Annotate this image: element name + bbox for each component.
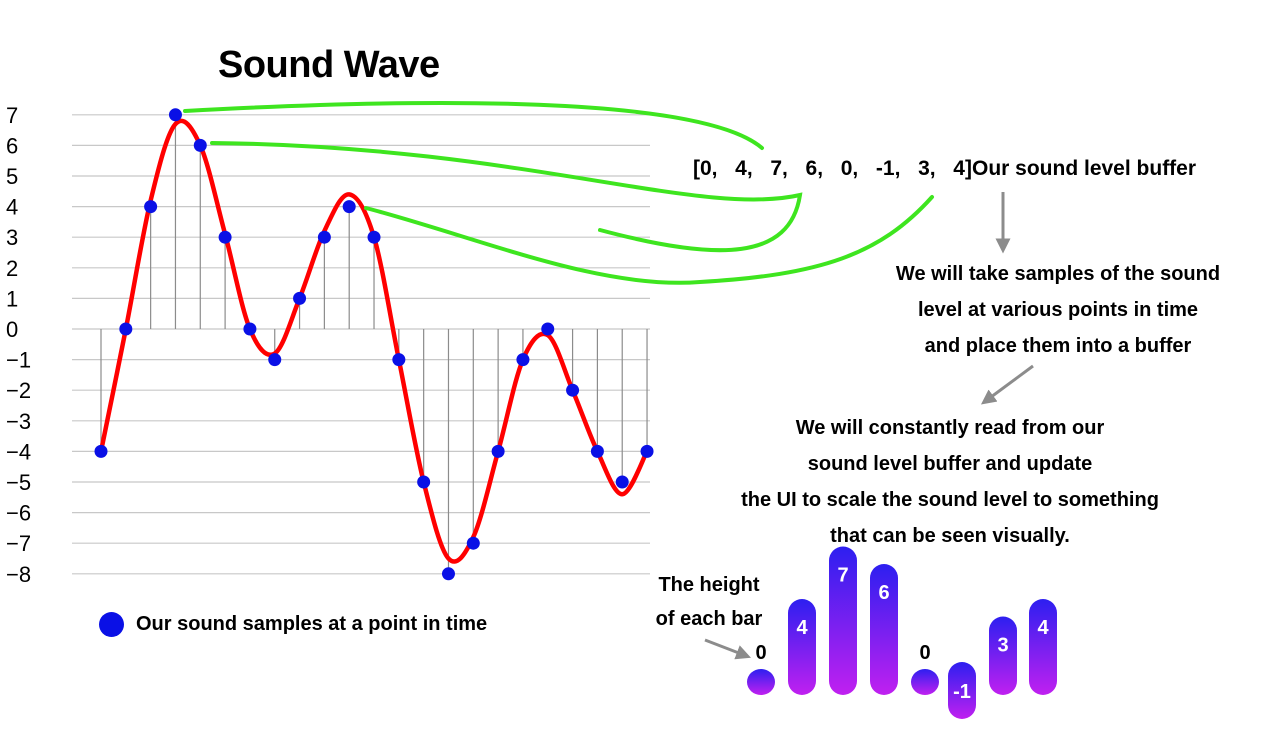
bar-value-label: -1 xyxy=(953,681,971,703)
chart-title: Sound Wave xyxy=(218,44,440,86)
explanation-visualizing: We will constantly read from our sound l… xyxy=(680,410,1220,554)
buffer-array: [0, 4, 7, 6, 0, -1, 3, 4] xyxy=(693,157,972,180)
wave-line xyxy=(98,118,650,564)
sample-points xyxy=(94,108,654,581)
legend-marker xyxy=(99,612,124,637)
sample-point xyxy=(541,322,555,336)
sample-point xyxy=(441,567,455,581)
bar-height-note: The height of each bar xyxy=(634,568,784,636)
bar-value-label: 7 xyxy=(837,565,848,587)
explanation-line: level at various points in time xyxy=(917,299,1199,321)
explanation-line: and place them into a buffer xyxy=(924,335,1192,357)
sample-point xyxy=(193,138,207,152)
note-line: The height xyxy=(658,574,760,596)
note-arrow xyxy=(704,638,752,660)
bar-value-label: 4 xyxy=(796,617,808,639)
explanation-sampling: We will take samples of the sound level … xyxy=(858,256,1258,364)
gridlines xyxy=(72,114,650,575)
sample-point xyxy=(491,444,505,458)
sample-point xyxy=(392,353,406,367)
y-tick-label: −8 xyxy=(6,562,31,587)
sample-point xyxy=(516,353,530,367)
y-tick-label: −5 xyxy=(6,470,31,495)
legend-label: Our sound samples at a point in time xyxy=(136,613,488,635)
y-tick-label: 0 xyxy=(6,317,18,342)
sample-point xyxy=(218,230,232,244)
legend: Our sound samples at a point in time xyxy=(99,612,487,637)
buffer-label: Our sound level buffer xyxy=(972,157,1197,180)
y-tick-label: 2 xyxy=(6,256,18,281)
sample-point xyxy=(615,475,629,489)
explanation-line: We will take samples of the sound xyxy=(895,263,1221,285)
visualizer-bar xyxy=(870,564,898,695)
explanation-line: We will constantly read from our xyxy=(795,417,1105,439)
visualizer-bar xyxy=(829,546,857,695)
sample-point xyxy=(144,200,158,214)
y-tick-label: −3 xyxy=(6,409,31,434)
y-tick-label: 4 xyxy=(6,195,18,220)
diagonal-arrow xyxy=(980,364,1034,405)
connector-line xyxy=(364,195,934,285)
visualizer-bar xyxy=(911,669,939,695)
explanation-line: sound level buffer and update xyxy=(807,453,1093,475)
bar-value-label: 6 xyxy=(878,582,889,604)
y-tick-label: 5 xyxy=(6,164,18,189)
bar-value-label: 0 xyxy=(755,642,766,664)
sample-point xyxy=(317,230,331,244)
wave-curve xyxy=(98,118,650,564)
sample-point xyxy=(590,444,604,458)
sample-point xyxy=(566,383,580,397)
y-tick-label: −4 xyxy=(6,439,31,464)
sample-point xyxy=(268,353,282,367)
y-tick-label: −1 xyxy=(6,348,31,373)
sample-point xyxy=(640,444,654,458)
explanation-line: that can be seen visually. xyxy=(830,525,1070,547)
sample-point xyxy=(293,291,307,305)
y-tick-label: 7 xyxy=(6,103,18,128)
bar-value-label: 0 xyxy=(919,642,930,664)
sample-point xyxy=(94,444,108,458)
y-axis-ticks: 7 6 5 4 3 2 1 0 −1 −2 −3 −4 −5 −6 −7 −8 xyxy=(6,103,31,587)
sample-point xyxy=(342,200,356,214)
sample-point xyxy=(417,475,431,489)
visualizer-bar xyxy=(1029,599,1057,695)
y-tick-label: 3 xyxy=(6,225,18,250)
y-tick-label: 6 xyxy=(6,133,18,158)
sample-stems xyxy=(100,114,648,574)
note-line: of each bar xyxy=(655,608,763,630)
y-tick-label: −2 xyxy=(6,378,31,403)
bar-value-label: 3 xyxy=(997,635,1008,657)
visualizer-bar xyxy=(747,669,775,695)
visualizer-bar xyxy=(989,616,1017,695)
sample-point xyxy=(168,108,182,122)
y-tick-label: −7 xyxy=(6,531,31,556)
visualizer-bar xyxy=(788,599,816,695)
sample-point xyxy=(243,322,257,336)
y-tick-label: −6 xyxy=(6,501,31,526)
visualizer-bar xyxy=(948,662,976,719)
sample-point xyxy=(119,322,133,336)
sample-point xyxy=(367,230,381,244)
sample-point xyxy=(466,536,480,550)
flow-arrows xyxy=(704,192,1034,660)
y-tick-label: 1 xyxy=(6,286,18,311)
bar-value-label: 4 xyxy=(1037,617,1049,639)
explanation-line: the UI to scale the sound level to somet… xyxy=(741,489,1159,511)
bar-visualizer: 0 4 7 6 0 -1 3 4 xyxy=(747,546,1057,719)
buffer-connectors xyxy=(183,100,934,285)
connector-line xyxy=(210,141,803,253)
connector-line xyxy=(183,100,764,150)
